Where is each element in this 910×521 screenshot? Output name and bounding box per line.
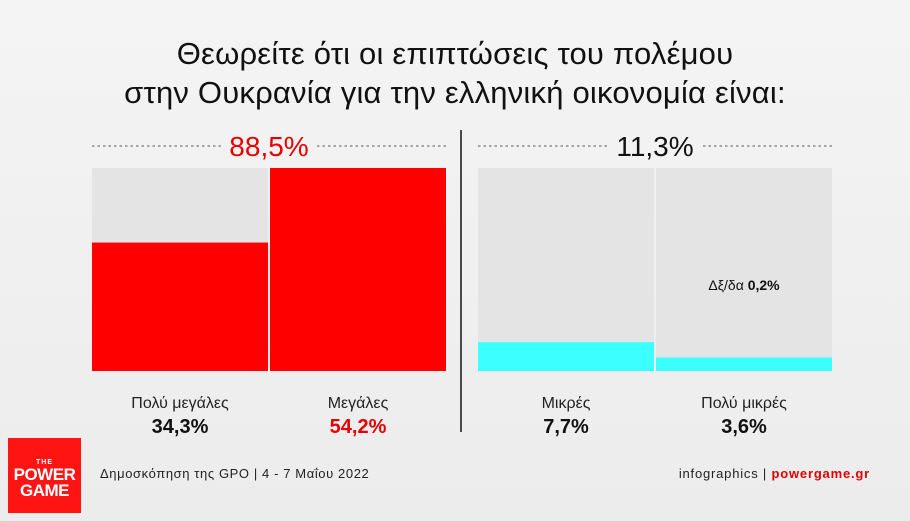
- bar-category-label: Μικρές: [542, 395, 591, 412]
- bar-value-label: 3,6%: [721, 416, 767, 438]
- logo-game: GAME: [20, 481, 70, 500]
- footer-credit: infographics | powergame.gr: [679, 466, 870, 481]
- logo-the: THE: [36, 459, 53, 466]
- group-total-label: 11,3%: [616, 131, 693, 162]
- bar: [656, 357, 832, 371]
- powergame-logo: THE POWER GAME: [8, 438, 81, 513]
- bar-value-label: 54,2%: [330, 416, 387, 438]
- title-line-2: στην Ουκρανία για την ελληνική οικονομία…: [124, 75, 786, 110]
- logo-power: POWER: [13, 465, 76, 484]
- annotation-prefix: Δξ/δα: [708, 277, 747, 293]
- bar-value-label: 34,3%: [152, 416, 209, 438]
- footer-credit-label: infographics |: [678, 466, 768, 481]
- footer-site-link[interactable]: powergame.gr: [771, 466, 870, 481]
- annotation-value: 0,2%: [748, 277, 780, 293]
- chart-title: Θεωρείτε ότι οι επιπτώσεις του πολέμου σ…: [0, 34, 910, 112]
- footer-source: Δημοσκόπηση της GPO | 4 - 7 Μαΐου 2022: [100, 466, 370, 481]
- title-line-1: Θεωρείτε ότι οι επιπτώσεις του πολέμου: [176, 36, 734, 71]
- bar: [92, 242, 268, 371]
- bar: [270, 168, 446, 371]
- bar-background: [478, 168, 654, 371]
- bar: [478, 342, 654, 371]
- bar-category-label: Πολύ μεγάλες: [131, 395, 229, 412]
- group-total-label: 88,5%: [229, 131, 308, 162]
- bar-value-label: 7,7%: [543, 416, 589, 438]
- bar-background: [656, 168, 832, 371]
- bar-category-label: Πολύ μικρές: [701, 395, 787, 412]
- dont-know-annotation: Δξ/δα 0,2%: [708, 277, 780, 293]
- bar-category-label: Μεγάλες: [328, 395, 389, 412]
